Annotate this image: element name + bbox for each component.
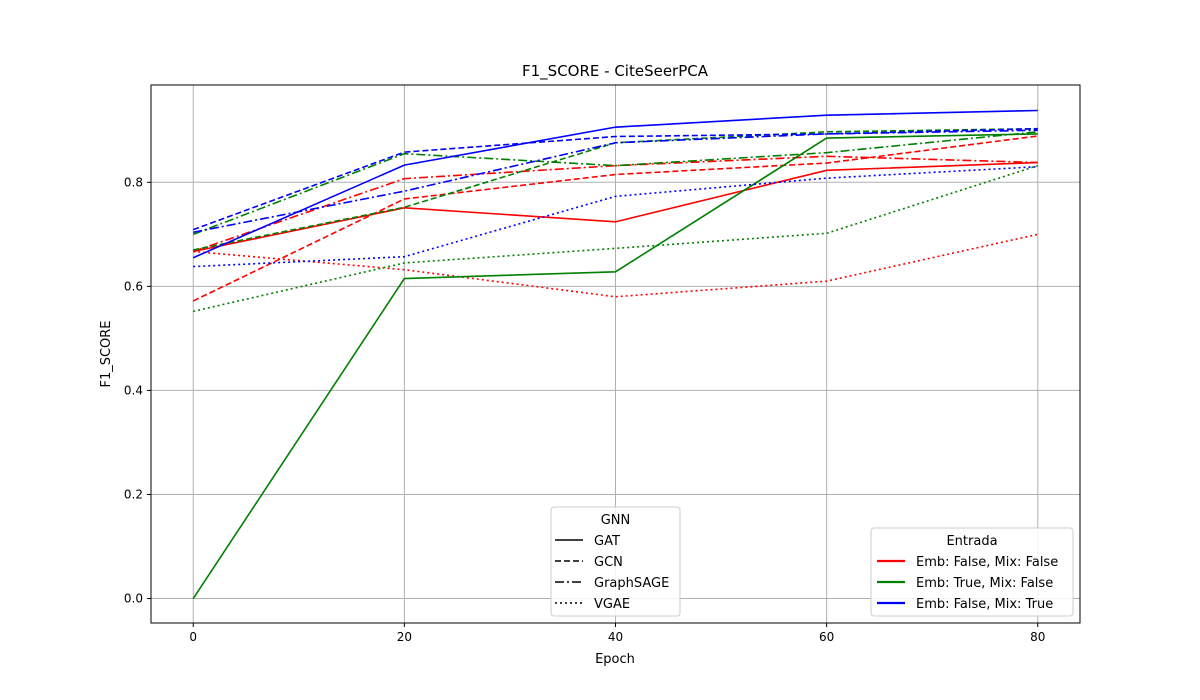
series-line-gcn-emb-false-mix-false <box>192 135 1038 302</box>
legend-entrada-label: Emb: True, Mix: False <box>916 576 1053 591</box>
legend-entrada-label: Emb: False, Mix: False <box>916 555 1058 570</box>
series-line-graphsage-emb-true-mix-false <box>192 131 1038 236</box>
legend-gnn-label: GAT <box>594 534 620 549</box>
legend-gnn-label: GCN <box>594 555 623 570</box>
x-tick-label: 80 <box>1030 630 1045 644</box>
y-tick-label: 0.0 <box>124 592 143 606</box>
y-tick-label: 0.2 <box>124 487 143 501</box>
legend-entrada-box <box>870 527 1074 617</box>
series-line-gcn-emb-false-mix-true <box>192 127 1038 231</box>
x-tick-label: 0 <box>189 630 197 644</box>
x-tick-label: 40 <box>608 630 623 644</box>
series-line-vgae-emb-false-mix-true <box>193 165 1038 268</box>
y-axis-label: F1_SCORE <box>99 320 114 387</box>
legend-gnn: GNN GAT GCN GraphSAGE VGAE <box>550 506 681 617</box>
series-line-gat-emb-true-mix-false <box>192 133 1038 599</box>
x-tick-label: 20 <box>397 630 412 644</box>
legend-gnn-box <box>550 506 681 617</box>
y-tick-label: 0.6 <box>124 279 143 293</box>
x-tick-label: 60 <box>819 630 834 644</box>
series-line-gat-emb-false-mix-false <box>193 161 1038 253</box>
series-line-graphsage-emb-false-mix-false <box>192 155 1038 253</box>
series-line-gat-emb-false-mix-true <box>192 109 1038 259</box>
legend-gnn-title: GNN <box>601 513 631 528</box>
legend-gnn-label: GraphSAGE <box>594 576 669 591</box>
x-axis-label: Epoch <box>595 652 635 667</box>
chart-title: F1_SCORE - CiteSeerPCA <box>522 62 709 81</box>
y-tick-label: 0.8 <box>124 175 143 189</box>
legend-entrada: Entrada Emb: False, Mix: False Emb: True, … <box>870 527 1074 617</box>
y-tick-label: 0.4 <box>124 383 143 397</box>
plot-series <box>192 109 1039 599</box>
series-line-graphsage-emb-false-mix-true <box>193 129 1038 234</box>
axis-ticks: 0 20 40 60 80 0.0 0.2 0.4 0.6 0.8 <box>124 175 1046 644</box>
legend-entrada-label: Emb: False, Mix: True <box>916 597 1053 612</box>
series-line-vgae-emb-false-mix-false <box>193 233 1038 298</box>
legend-entrada-title: Entrada <box>946 534 997 549</box>
legend-gnn-label: VGAE <box>594 597 630 612</box>
